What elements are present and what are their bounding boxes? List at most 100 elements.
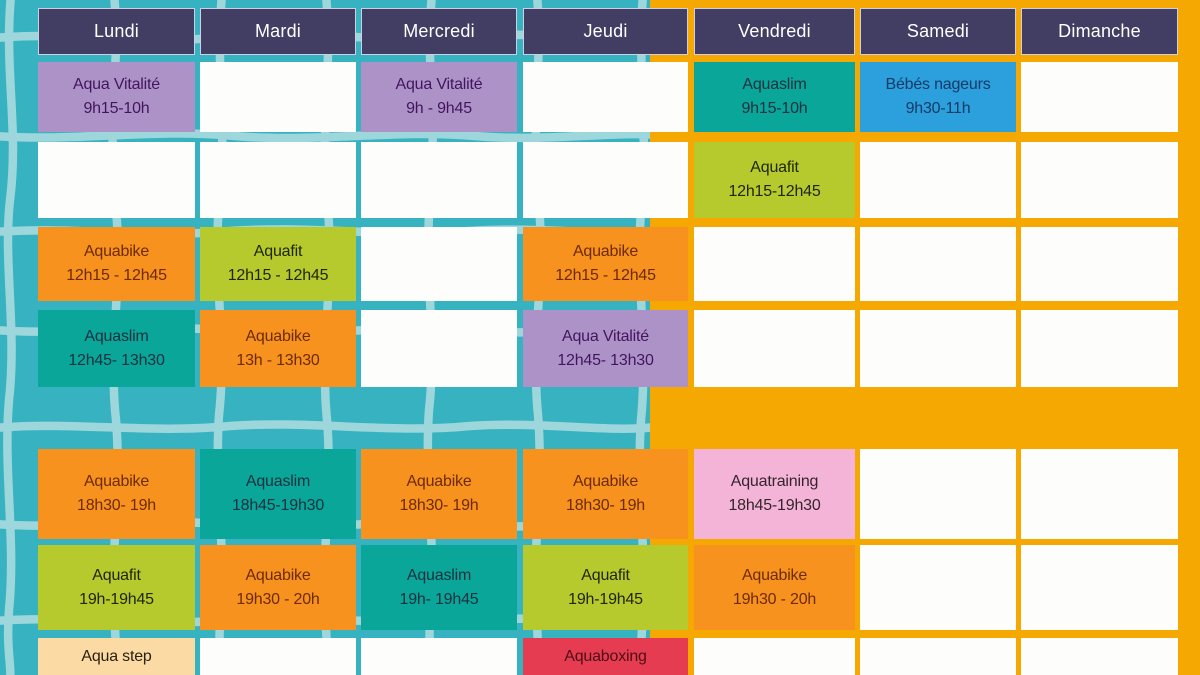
activity-time: 12h15 - 12h45 xyxy=(555,267,656,284)
empty-slot xyxy=(361,142,517,218)
empty-slot xyxy=(694,638,855,675)
activity-time: 12h15-12h45 xyxy=(728,183,821,200)
activity-cell-aquabike: Aquabike 12h15 - 12h45 xyxy=(523,227,688,301)
empty-slot xyxy=(1021,142,1178,218)
activity-time: 19h30 - 20h xyxy=(732,590,817,608)
empty-slot xyxy=(860,310,1016,387)
activity-cell-aqua-vitalite: Aqua Vitalité 9h15-10h xyxy=(38,62,195,132)
activity-time: 19h-19h45 xyxy=(568,590,643,608)
activity-name: Aquafit xyxy=(581,566,630,584)
activity-time: 9h30-11h xyxy=(905,100,971,117)
activity-name: Aqua step xyxy=(81,648,152,665)
activity-time: 19h-19h45 xyxy=(79,590,154,608)
activity-name: Aqua Vitalité xyxy=(562,327,649,345)
activity-name: Aquabike xyxy=(245,327,311,345)
activity-name: Aquabike xyxy=(245,566,311,584)
day-header-jeudi: Jeudi xyxy=(523,8,688,55)
activity-name: Aquaslim xyxy=(406,566,472,584)
day-header-samedi: Samedi xyxy=(860,8,1016,55)
activity-time: 18h30- 19h xyxy=(77,497,156,514)
empty-slot xyxy=(361,227,517,301)
activity-cell-aquafit: Aquafit 19h-19h45 xyxy=(523,545,688,630)
activity-cell-aquaboxing: Aquaboxing xyxy=(523,638,688,675)
empty-slot xyxy=(1021,545,1178,630)
activity-time: 18h30- 19h xyxy=(399,497,479,514)
activity-name: Aquafit xyxy=(92,566,141,584)
activity-cell-aquaslim: Aquaslim 18h45-19h30 xyxy=(200,449,356,539)
empty-slot xyxy=(860,449,1016,539)
activity-time: 12h45- 13h30 xyxy=(557,351,654,369)
empty-slot xyxy=(1021,638,1178,675)
activity-time: 18h45-19h30 xyxy=(231,497,325,514)
activity-name: Aqua Vitalité xyxy=(73,76,160,93)
activity-name: Aquabike xyxy=(741,566,808,584)
empty-slot xyxy=(200,62,356,132)
activity-name: Aquabike xyxy=(572,473,639,490)
activity-cell-aquafit: Aquafit 12h15 - 12h45 xyxy=(200,227,356,301)
activity-name: Aquafit xyxy=(253,243,303,260)
activity-cell-bebes-nageurs: Bébés nageurs 9h30-11h xyxy=(860,62,1016,132)
empty-slot xyxy=(1021,310,1178,387)
activity-cell-aquabike: Aquabike 19h30 - 20h xyxy=(694,545,855,630)
activity-cell-aqua-vitalite: Aqua Vitalité 12h45- 13h30 xyxy=(523,310,688,387)
activity-name: Aquaslim xyxy=(245,473,311,490)
activity-cell-aquabike: Aquabike 18h30- 19h xyxy=(361,449,517,539)
activity-name: Aquaslim xyxy=(742,76,807,93)
activity-time: 19h30 - 20h xyxy=(236,590,320,608)
activity-time: 12h45- 13h30 xyxy=(68,351,165,369)
activity-cell-aquabike: Aquabike 13h - 13h30 xyxy=(200,310,356,387)
activity-name: Aquabike xyxy=(83,243,150,260)
activity-cell-aqua-vitalite: Aqua Vitalité 9h - 9h45 xyxy=(361,62,517,132)
activity-time: 19h- 19h45 xyxy=(399,590,479,608)
activity-cell-aqua-step: Aqua step xyxy=(38,638,195,675)
activity-time: 9h15-10h xyxy=(83,100,150,117)
activity-cell-aquaslim: Aquaslim 12h45- 13h30 xyxy=(38,310,195,387)
empty-slot xyxy=(361,638,517,675)
empty-slot xyxy=(1021,62,1178,132)
activity-cell-aquabike: Aquabike 19h30 - 20h xyxy=(200,545,356,630)
empty-slot xyxy=(860,142,1016,218)
empty-slot xyxy=(694,310,855,387)
activity-time: 12h15 - 12h45 xyxy=(66,267,167,284)
day-header-mercredi: Mercredi xyxy=(361,8,517,55)
activity-cell-aquatraining: Aquatraining 18h45-19h30 xyxy=(694,449,855,539)
activity-time: 13h - 13h30 xyxy=(236,351,320,369)
activity-cell-aquafit: Aquafit 19h-19h45 xyxy=(38,545,195,630)
day-header-dimanche: Dimanche xyxy=(1021,8,1178,55)
empty-slot xyxy=(523,62,688,132)
empty-slot xyxy=(860,227,1016,301)
activity-cell-aquaslim: Aquaslim 9h15-10h xyxy=(694,62,855,132)
activity-name: Aquabike xyxy=(406,473,472,490)
empty-slot xyxy=(361,310,517,387)
empty-slot xyxy=(1021,449,1178,539)
activity-time: 12h15 - 12h45 xyxy=(227,267,329,284)
empty-slot xyxy=(200,142,356,218)
activity-name: Aquaboxing xyxy=(564,648,647,665)
activity-name: Aquatraining xyxy=(730,473,819,490)
empty-slot xyxy=(694,227,855,301)
activity-name: Aquaslim xyxy=(84,327,149,345)
activity-name: Aquafit xyxy=(750,159,799,176)
day-header-mardi: Mardi xyxy=(200,8,356,55)
activity-name: Bébés nageurs xyxy=(885,76,991,93)
empty-slot xyxy=(1021,227,1178,301)
activity-cell-aquabike: Aquabike 18h30- 19h xyxy=(523,449,688,539)
activity-cell-aquafit: Aquafit 12h15-12h45 xyxy=(694,142,855,218)
activity-name: Aquabike xyxy=(572,243,639,260)
activity-cell-aquabike: Aquabike 12h15 - 12h45 xyxy=(38,227,195,301)
empty-slot xyxy=(200,638,356,675)
empty-slot xyxy=(860,545,1016,630)
activity-time: 9h - 9h45 xyxy=(406,100,472,117)
empty-slot xyxy=(860,638,1016,675)
day-header-lundi: Lundi xyxy=(38,8,195,55)
activity-time: 18h45-19h30 xyxy=(728,497,821,514)
activity-name: Aquabike xyxy=(83,473,150,490)
activity-name: Aqua Vitalité xyxy=(395,76,483,93)
activity-cell-aquaslim: Aquaslim 19h- 19h45 xyxy=(361,545,517,630)
activity-cell-aquabike: Aquabike 18h30- 19h xyxy=(38,449,195,539)
empty-slot xyxy=(38,142,195,218)
day-header-vendredi: Vendredi xyxy=(694,8,855,55)
activity-time: 9h15-10h xyxy=(741,100,808,117)
activity-time: 18h30- 19h xyxy=(566,497,645,514)
